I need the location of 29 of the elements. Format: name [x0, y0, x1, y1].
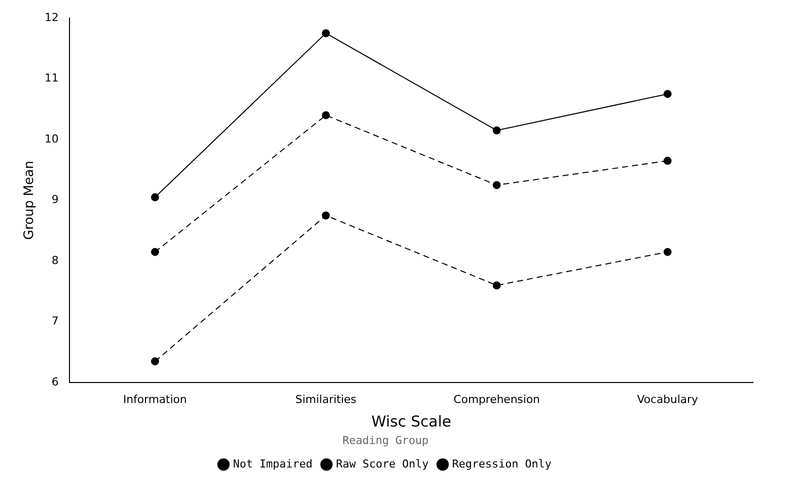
point: [151, 357, 160, 366]
point: [151, 248, 160, 256]
point: [664, 248, 672, 256]
x-axis-title: Wisc Scale: [371, 412, 452, 431]
point: [492, 181, 501, 190]
point: [322, 29, 330, 38]
point: [322, 111, 330, 120]
y-tick-label: 9: [52, 193, 59, 206]
point: [492, 281, 501, 290]
legend-label: Raw Score Only: [336, 457, 430, 470]
x-tick-label: Similarities: [295, 393, 357, 406]
x-tick-label: Information: [123, 393, 187, 406]
legend-label: Regression Only: [452, 457, 552, 470]
point: [492, 126, 501, 134]
y-tick-label: 7: [52, 314, 59, 328]
y-axis-title: Group Mean: [22, 160, 38, 240]
point: [664, 156, 672, 165]
legend-title: Reading Group: [342, 434, 429, 448]
y-tick-label: 11: [44, 72, 59, 85]
y-tick-label: 10: [44, 132, 59, 146]
x-tick-label: Vocabulary: [637, 393, 699, 406]
point: [322, 211, 330, 220]
y-tick-label: 8: [52, 254, 59, 267]
x-tick-label: Comprehension: [454, 393, 540, 406]
legend-label: Not Impaired: [232, 457, 312, 470]
y-tick-label: 12: [44, 10, 59, 24]
y-tick-label: 6: [52, 375, 59, 388]
point: [151, 193, 160, 202]
point: [664, 90, 672, 98]
